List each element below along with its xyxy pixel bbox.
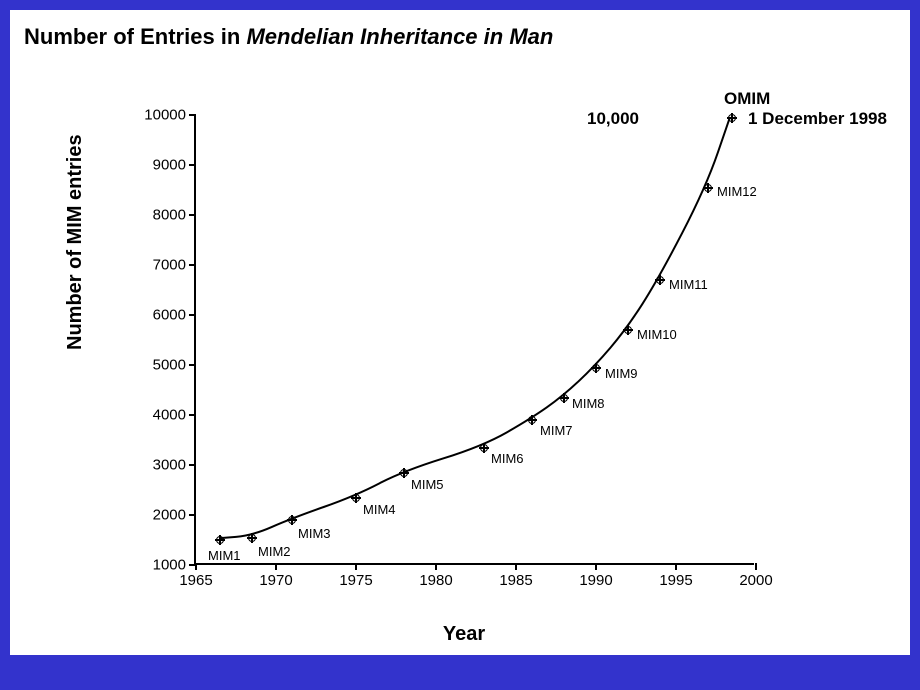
y-axis-label: Number of MIM entries [64,134,87,350]
xtick-label: 1990 [579,572,612,589]
data-point [655,275,665,285]
data-point [527,415,537,425]
data-point [479,443,489,453]
point-label: MIM11 [669,277,708,292]
ytick-label: 9000 [153,157,186,174]
slide-title: Number of Entries in Mendelian Inheritan… [24,24,553,50]
data-point [559,393,569,403]
annot-count: 10,000 [587,109,639,129]
chart-container: Number of MIM entries 100020003000400050… [84,70,844,650]
xtick-mark [435,563,437,570]
xtick-mark [355,563,357,570]
ytick-label: 1000 [153,557,186,574]
data-point [247,533,257,543]
xtick-mark [275,563,277,570]
xtick-label: 1975 [339,572,372,589]
point-label: MIM5 [411,477,444,492]
title-prefix: Number of Entries in [24,24,246,49]
point-label: MIM2 [258,544,291,559]
data-point [703,183,713,193]
xtick-mark [675,563,677,570]
xtick-label: 1980 [419,572,452,589]
xtick-label: 1995 [659,572,692,589]
ytick-label: 5000 [153,357,186,374]
xtick-label: 2000 [739,572,772,589]
xtick-mark [755,563,757,570]
xtick-label: 1985 [499,572,532,589]
point-label: MIM7 [540,423,573,438]
point-label: MIM8 [572,396,605,411]
ytick-mark [189,364,196,366]
data-point [351,493,361,503]
ytick-mark [189,464,196,466]
data-point [623,325,633,335]
ytick-label: 4000 [153,407,186,424]
ytick-label: 6000 [153,307,186,324]
ytick-label: 2000 [153,507,186,524]
data-point [287,515,297,525]
ytick-mark [189,514,196,516]
ytick-mark [189,314,196,316]
xtick-mark [195,563,197,570]
ytick-mark [189,114,196,116]
ytick-mark [189,164,196,166]
point-label: MIM10 [637,327,677,342]
annot-omim: OMIM [724,89,770,109]
point-label: MIM6 [491,451,524,466]
ytick-label: 10000 [144,107,186,124]
ytick-label: 7000 [153,257,186,274]
data-point [591,363,601,373]
ytick-label: 8000 [153,207,186,224]
slide-panel: Number of Entries in Mendelian Inheritan… [10,10,910,655]
data-point [399,468,409,478]
point-label: MIM1 [208,548,241,563]
ytick-label: 3000 [153,457,186,474]
ytick-mark [189,264,196,266]
point-label: MIM12 [717,184,757,199]
point-label: MIM9 [605,366,638,381]
point-label: MIM4 [363,502,396,517]
xtick-label: 1965 [179,572,212,589]
xtick-mark [595,563,597,570]
ytick-mark [189,414,196,416]
plot-area: 1000200030004000500060007000800090001000… [194,115,754,565]
ytick-mark [189,214,196,216]
data-point [215,535,225,545]
x-axis-label: Year [84,623,844,646]
data-point [727,113,737,123]
xtick-label: 1970 [259,572,292,589]
annot-date: 1 December 1998 [748,109,887,129]
xtick-mark [515,563,517,570]
title-italic: Mendelian Inheritance in Man [246,24,553,49]
point-label: MIM3 [298,526,331,541]
